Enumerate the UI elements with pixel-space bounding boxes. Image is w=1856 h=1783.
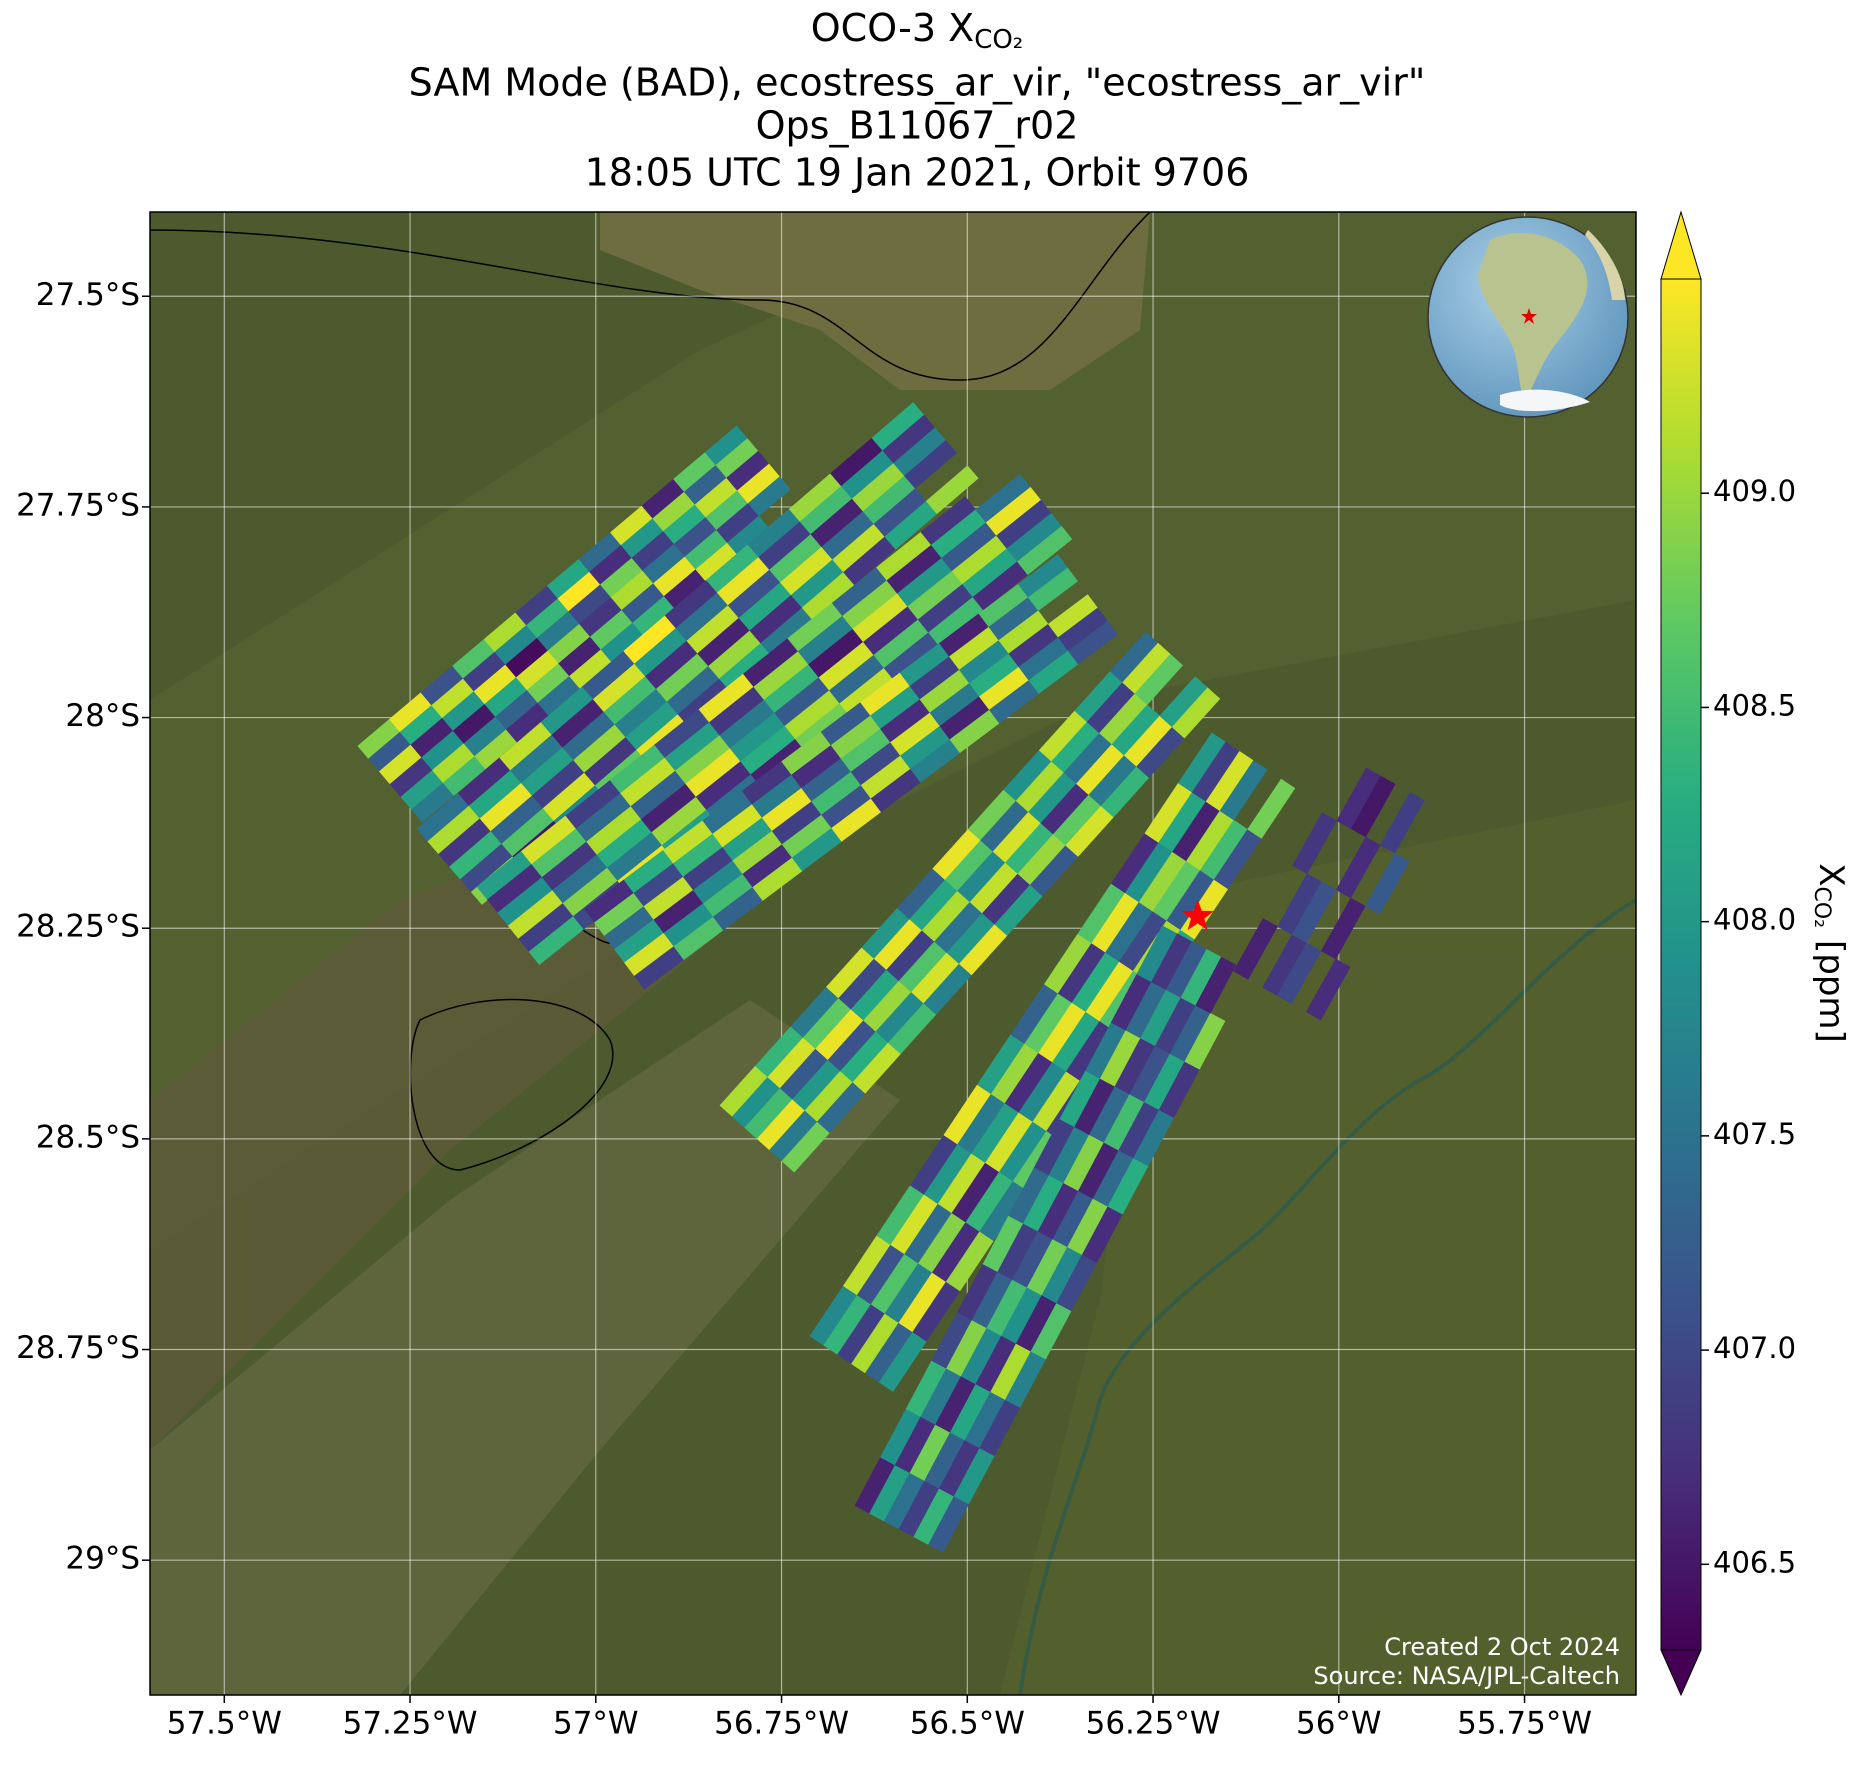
colorbar-extend: [1660, 210, 1702, 280]
x-tick-label: 56.5°W: [910, 1706, 1025, 1742]
title-line: Ops_B11067_r02: [756, 104, 1079, 148]
footprint: [747, 476, 791, 517]
colorbar-extend: [1660, 1649, 1702, 1697]
colorbar-label-sub: CO₂: [1809, 886, 1834, 928]
colorbar-body: [1661, 279, 1701, 1650]
x-tick-label: 57.25°W: [343, 1706, 478, 1742]
x-tick-label: 56.25°W: [1086, 1706, 1221, 1742]
title-line: 18:05 UTC 19 Jan 2021, Orbit 9706: [585, 151, 1250, 195]
title-line: SAM Mode (BAD), ecostress_ar_vir, "ecost…: [409, 61, 1426, 105]
footprint: [1350, 775, 1396, 838]
river-plain: [600, 212, 1150, 390]
river: [1018, 898, 1636, 1695]
contour: [150, 212, 1151, 381]
colorbar-tick-label: 407.0: [1713, 1331, 1796, 1365]
footprint: [1184, 1012, 1226, 1070]
credit: Created 2 Oct 2024: [1384, 1633, 1620, 1661]
y-tick-label: 28°S: [65, 698, 140, 734]
target-star: [1181, 899, 1214, 931]
footprint: [1219, 760, 1268, 821]
y-tick-label: 28.25°S: [16, 909, 140, 945]
y-tick-label: 27.75°S: [16, 487, 140, 523]
inset-globe: [1427, 216, 1629, 418]
x-tick-label: 57.5°W: [167, 1706, 282, 1742]
colorbar-tick-label: 406.5: [1713, 1545, 1796, 1579]
colorbar-tick-label: 409.0: [1713, 474, 1796, 508]
inset-star: [1521, 308, 1537, 324]
title-line: OCO-3 XCO₂: [811, 6, 1023, 55]
footprint: [1247, 778, 1296, 839]
y-tick-label: 29°S: [65, 1541, 140, 1577]
colorbar-tick-label: 408.0: [1713, 903, 1796, 937]
y-tick-label: 28.75°S: [16, 1330, 140, 1366]
map-frame: [149, 211, 1637, 1696]
soundings: [357, 402, 1425, 1553]
y-tick-label: 27.5°S: [36, 277, 140, 313]
footprint: [1379, 791, 1425, 854]
colorbar-tick-label: 407.5: [1713, 1117, 1796, 1151]
title-subscript: CO₂: [974, 25, 1023, 55]
colorbar-label-main: X: [1812, 863, 1852, 886]
footprint: [1016, 525, 1073, 576]
footprint: [1027, 567, 1079, 612]
colorbar-label-unit: [ppm]: [1812, 940, 1852, 1043]
colorbar-tick-label: 408.5: [1713, 688, 1796, 722]
africa: [1585, 230, 1625, 300]
footprint: [1067, 620, 1119, 665]
footprint: [904, 439, 957, 489]
x-tick-label: 56.75°W: [714, 1706, 849, 1742]
footprint: [1195, 956, 1237, 1014]
x-tick-label: 56°W: [1296, 1706, 1382, 1742]
colorbar: 406.5 407.0 407.5 408.0 408.5 409.0: [1660, 210, 1796, 1697]
colorbar-frame: [1660, 278, 1702, 1651]
title-text: OCO-3 X: [811, 6, 974, 50]
footprint: [1364, 852, 1410, 915]
footprint: [925, 465, 979, 515]
footprint: [1305, 958, 1351, 1021]
footprint: [1171, 687, 1221, 739]
credit: Source: NASA/JPL-Caltech: [1313, 1662, 1620, 1690]
grassland: [150, 1000, 900, 1695]
y-tick-label: 28.5°S: [36, 1119, 140, 1155]
colorbar-label: XCO₂ [ppm]: [1809, 863, 1852, 1043]
x-tick-label: 57°W: [553, 1706, 639, 1742]
footprint: [1134, 653, 1184, 706]
antarctica: [1500, 389, 1590, 412]
x-tick-label: 55.75°W: [1457, 1706, 1592, 1742]
